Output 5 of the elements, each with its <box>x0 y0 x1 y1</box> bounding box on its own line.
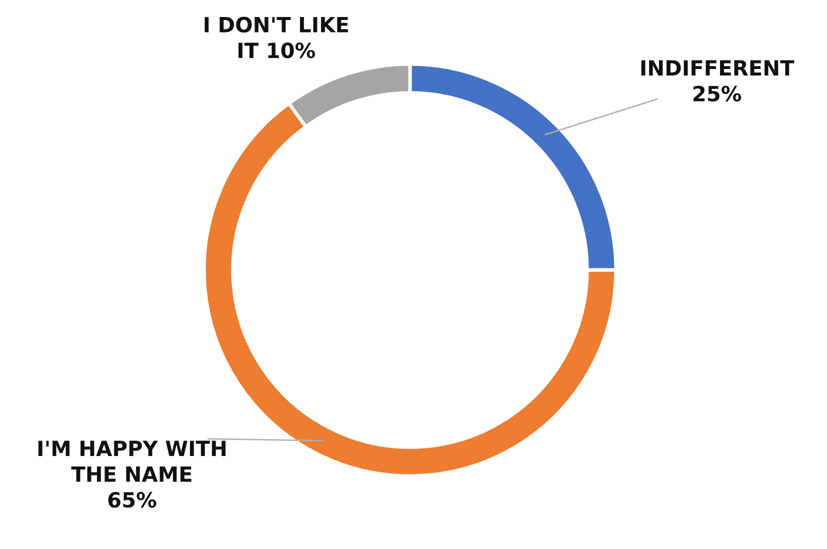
slice-label: INDIFFERENT <box>641 60 794 76</box>
data-label: 25% <box>694 86 742 102</box>
data-label: 65% <box>108 492 156 508</box>
slice-label: I'M HAPPY WITH THE NAME <box>38 440 226 482</box>
slice-label: I DON'T LIKE IT 10% <box>204 16 348 58</box>
